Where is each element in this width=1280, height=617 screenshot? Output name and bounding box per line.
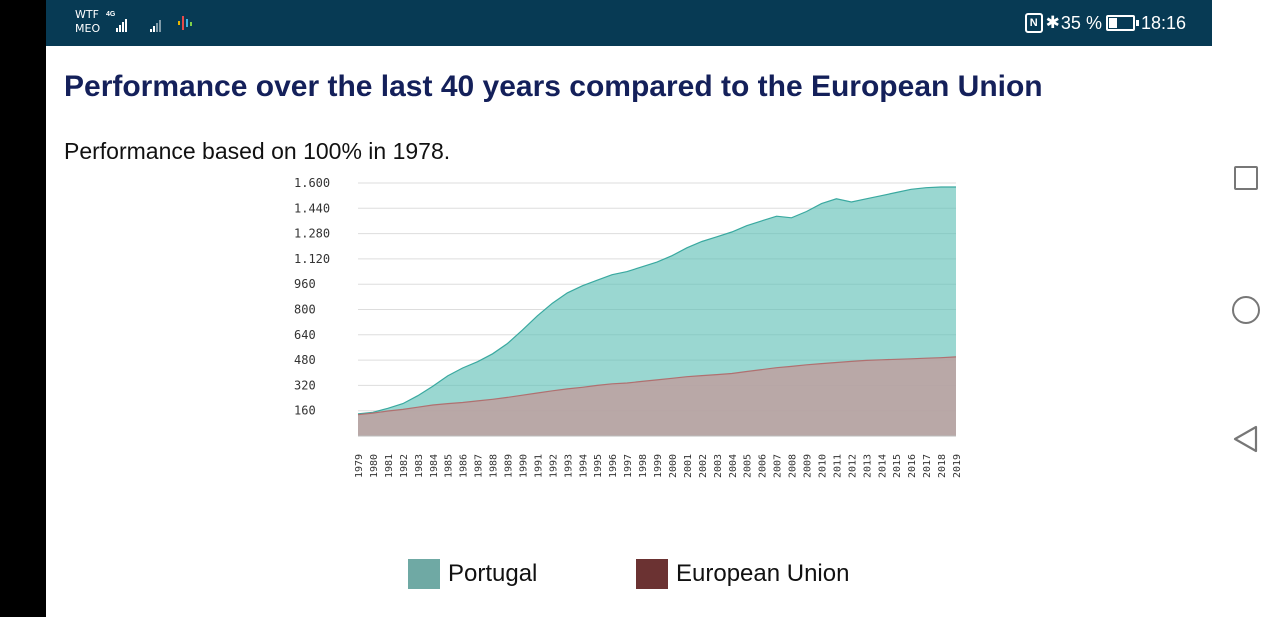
carrier-bottom: MEO bbox=[75, 22, 101, 35]
x-tick-label: 1990 bbox=[518, 454, 529, 478]
performance-area-chart: 1.600 1.440 1.280 1.120 960 800 640 480 320 160 19… bbox=[294, 176, 963, 478]
network-type-label: 4G bbox=[106, 11, 116, 18]
x-tick-label: 1985 bbox=[444, 454, 455, 478]
x-tick-label: 1997 bbox=[623, 454, 634, 478]
status-bar: WTF MEO 4G N ✱ 35 % 18:16 bbox=[46, 0, 1212, 46]
x-tick-label: 2019 bbox=[952, 454, 963, 478]
y-tick-label: 160 bbox=[294, 404, 316, 418]
y-tick-label: 1.280 bbox=[294, 227, 330, 241]
x-tick-label: 2012 bbox=[847, 454, 858, 478]
x-tick-label: 1986 bbox=[459, 454, 470, 478]
y-tick-label: 320 bbox=[294, 378, 316, 392]
back-button[interactable] bbox=[1232, 424, 1260, 454]
x-tick-label: 2004 bbox=[728, 454, 739, 478]
clock: 18:16 bbox=[1140, 13, 1186, 33]
x-tick-label: 2009 bbox=[803, 454, 814, 478]
x-tick-label: 1992 bbox=[548, 454, 559, 478]
x-tick-label: 2002 bbox=[698, 454, 709, 478]
x-tick-label: 1991 bbox=[533, 454, 544, 478]
area-european-union bbox=[358, 356, 956, 436]
carrier-label: WTF MEO bbox=[75, 8, 100, 36]
x-tick-label: 2001 bbox=[683, 454, 694, 478]
home-button[interactable] bbox=[1232, 296, 1260, 324]
x-tick-label: 1988 bbox=[489, 454, 500, 478]
bluetooth-icon: ✱ bbox=[1045, 13, 1060, 32]
legend-item-portugal[interactable]: Portugal bbox=[408, 558, 537, 590]
battery-icon bbox=[1105, 15, 1139, 31]
x-tick-label: 2000 bbox=[668, 454, 679, 478]
back-icon bbox=[1233, 425, 1258, 453]
legend-label-portugal: Portugal bbox=[448, 560, 538, 587]
carrier-top: WTF bbox=[75, 8, 99, 21]
x-tick-label: 2008 bbox=[788, 454, 799, 478]
x-tick-label: 1995 bbox=[593, 454, 604, 478]
x-tick-label: 1994 bbox=[578, 454, 589, 478]
x-tick-label: 2018 bbox=[937, 454, 948, 478]
x-tick-label: 1983 bbox=[414, 454, 425, 478]
x-tick-label: 1989 bbox=[504, 454, 515, 478]
activity-icon bbox=[178, 14, 192, 32]
x-tick-label: 1993 bbox=[563, 454, 574, 478]
navigation-bar bbox=[1212, 0, 1280, 617]
recent-apps-button[interactable] bbox=[1234, 166, 1258, 190]
x-tick-label: 2003 bbox=[713, 454, 724, 478]
x-tick-label: 1999 bbox=[653, 454, 664, 478]
battery-percent: 35 % bbox=[1060, 13, 1102, 33]
x-tick-label: 2017 bbox=[922, 454, 933, 478]
x-tick-label: 1998 bbox=[638, 454, 649, 478]
x-tick-label: 2013 bbox=[862, 454, 873, 478]
x-tick-label: 1987 bbox=[474, 454, 485, 478]
page-title: Performance over the last 40 years compa… bbox=[64, 70, 1043, 103]
line-european-union bbox=[357, 356, 957, 416]
chart-subtitle: Performance based on 100% in 1978. bbox=[64, 138, 451, 164]
x-tick-label: 1980 bbox=[369, 454, 380, 478]
x-tick-label: 2010 bbox=[817, 454, 828, 478]
app-screen: WTF MEO 4G N ✱ 35 % 18:16 Performanc bbox=[46, 0, 1212, 617]
x-tick-label: 1996 bbox=[608, 454, 619, 478]
y-tick-label: 1.440 bbox=[294, 201, 330, 215]
nfc-icon: N bbox=[1024, 13, 1043, 33]
legend-item-european-union[interactable]: European Union bbox=[636, 558, 849, 590]
legend-swatch-european-union bbox=[636, 559, 668, 589]
status-right-group: N ✱ 35 % 18:16 bbox=[1024, 12, 1186, 34]
chart-legend: Portugal European Union bbox=[46, 558, 1212, 590]
y-tick-label: 960 bbox=[294, 277, 316, 291]
y-tick-label: 1.120 bbox=[294, 252, 330, 266]
x-tick-label: 1984 bbox=[429, 454, 440, 478]
y-tick-label: 1.600 bbox=[294, 176, 330, 190]
y-tick-label: 800 bbox=[294, 303, 316, 317]
legend-label-european-union: European Union bbox=[676, 560, 850, 587]
x-tick-label: 2007 bbox=[773, 454, 784, 478]
legend-swatch-portugal bbox=[408, 559, 440, 589]
x-tick-label: 2016 bbox=[907, 454, 918, 478]
x-tick-label: 2011 bbox=[832, 454, 843, 478]
x-tick-label: 1982 bbox=[399, 454, 410, 478]
x-tick-label: 2005 bbox=[743, 454, 754, 478]
x-tick-label: 2006 bbox=[758, 454, 769, 478]
x-tick-label: 2014 bbox=[877, 454, 888, 478]
line-portugal bbox=[357, 186, 956, 415]
y-tick-label: 480 bbox=[294, 353, 316, 367]
x-tick-label: 1979 bbox=[354, 454, 365, 478]
x-tick-label: 1981 bbox=[384, 454, 395, 478]
x-tick-label: 2015 bbox=[892, 454, 903, 478]
y-tick-label: 640 bbox=[294, 328, 316, 342]
